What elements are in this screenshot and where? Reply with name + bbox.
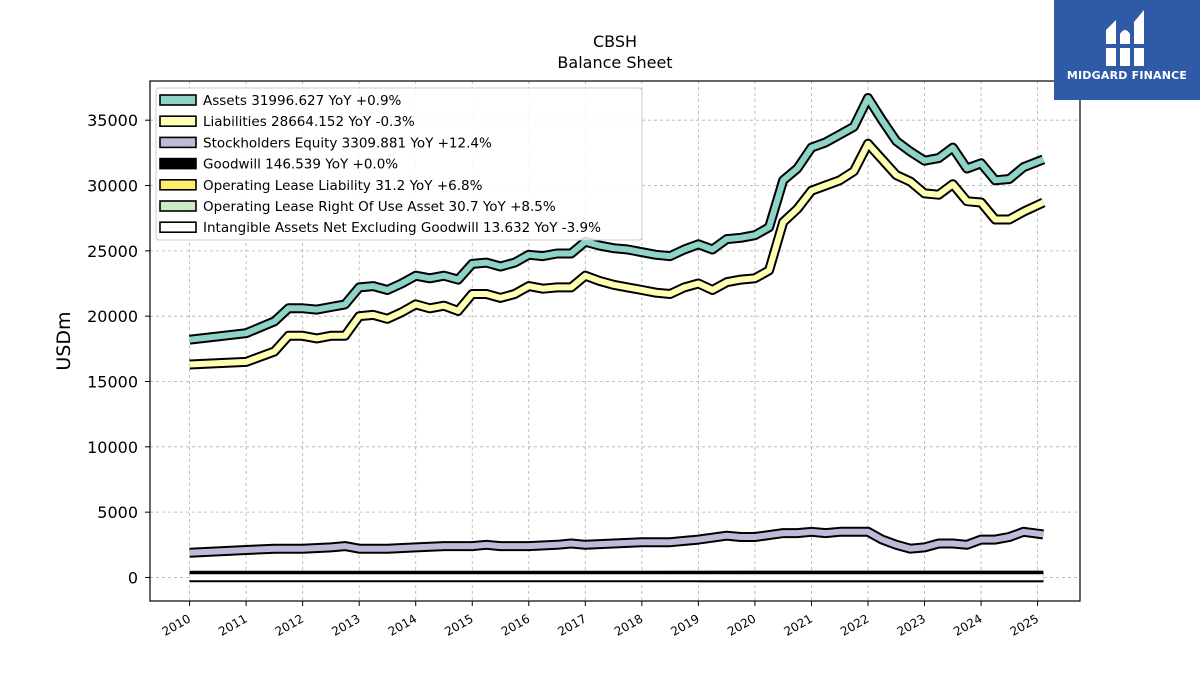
liabilities-line — [189, 140, 1045, 368]
x-tick-label: 2025 — [1008, 611, 1041, 638]
x-tick-label: 2019 — [668, 611, 701, 638]
legend: Assets 31996.627 YoY +0.9% Liabilities 28… — [155, 87, 643, 241]
legend-entry: Assets 31996.627 YoY +0.9% — [203, 93, 402, 109]
x-tick-label: 2013 — [329, 611, 362, 638]
x-axis-ticks: 2010 2011 2012 2013 2014 2015 2016 2017 2018 2019… — [160, 601, 1041, 639]
brand-logo: MIDGARD FINANCE — [1054, 0, 1200, 100]
x-tick-label: 2022 — [838, 611, 871, 638]
plot-frame — [149, 80, 1081, 602]
legend-entry: Operating Lease Right Of Use Asset 30.7 … — [203, 199, 556, 215]
y-tick-label: 20000 — [87, 307, 138, 326]
legend-swatch — [159, 179, 197, 191]
legend-swatch — [159, 157, 197, 170]
legend-swatch — [159, 200, 197, 212]
legend-entry: Intangible Assets Net Excluding Goodwill… — [203, 220, 601, 236]
legend-swatch — [159, 221, 197, 233]
legend-entry: Stockholders Equity 3309.881 YoY +12.4% — [203, 135, 492, 151]
x-tick-label: 2012 — [273, 611, 306, 638]
x-tick-label: 2024 — [951, 611, 984, 638]
legend-entry: Liabilities 28664.152 YoY -0.3% — [203, 114, 415, 130]
legend-swatch — [159, 94, 197, 106]
x-tick-label: 2014 — [386, 611, 419, 638]
x-tick-label: 2016 — [499, 611, 532, 638]
chart-subtitle: Balance Sheet — [557, 53, 672, 72]
legend-entry: Goodwill 146.539 YoY +0.0% — [203, 157, 398, 173]
x-tick-label: 2020 — [725, 611, 758, 638]
legend-swatch — [159, 136, 197, 149]
y-tick-label: 10000 — [87, 438, 138, 457]
y-tick-label: 35000 — [87, 111, 138, 130]
y-tick-label: 0 — [128, 568, 138, 587]
x-tick-label: 2010 — [160, 611, 193, 638]
y-tick-label: 15000 — [87, 373, 138, 392]
y-tick-label: 5000 — [97, 503, 138, 522]
x-tick-label: 2018 — [612, 611, 645, 638]
legend-box — [155, 87, 643, 241]
assets-line — [189, 95, 1045, 343]
x-tick-label: 2023 — [895, 611, 928, 638]
x-tick-label: 2015 — [442, 611, 475, 638]
stockholders-equity-line — [189, 528, 1044, 556]
x-tick-label: 2021 — [782, 611, 815, 638]
legend-entry: Operating Lease Liability 31.2 YoY +6.8% — [203, 178, 483, 194]
y-tick-label: 25000 — [87, 242, 138, 261]
x-tick-label: 2017 — [555, 611, 588, 638]
brand-name: MIDGARD FINANCE — [1066, 69, 1188, 82]
x-tick-label: 2011 — [216, 611, 249, 638]
y-tick-label: 30000 — [87, 177, 138, 196]
series-lines — [189, 93, 1046, 583]
chart-title: CBSH — [593, 32, 637, 51]
brand-mark-icon — [1102, 10, 1148, 66]
y-axis-label: USDm — [53, 311, 75, 370]
y-axis-ticks: 0 5000 10000 15000 20000 25000 30000 35000 — [87, 111, 150, 587]
legend-swatch — [159, 115, 197, 127]
